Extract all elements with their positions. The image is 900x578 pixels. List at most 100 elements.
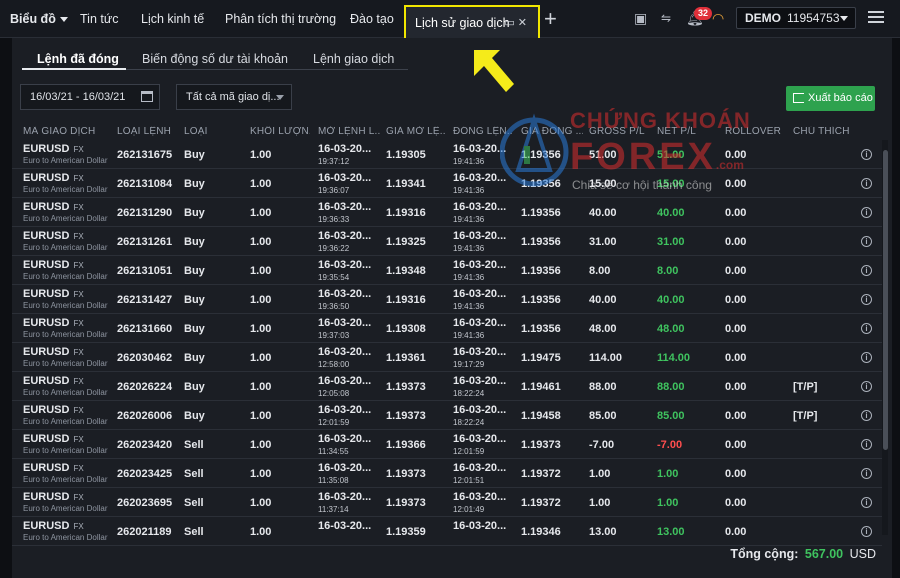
- volume-cell: 1.00: [250, 149, 272, 161]
- open-date-cell: 16-03-20...: [318, 375, 372, 387]
- open-time-cell: 19:36:07: [318, 186, 350, 195]
- col-volume[interactable]: KHỐI LƯỢN...: [250, 126, 310, 137]
- col-symbol[interactable]: MÃ GIAO DỊCH: [23, 126, 96, 137]
- volume-cell: 1.00: [250, 294, 272, 306]
- close-date-cell: 16-03-20...: [453, 346, 507, 358]
- order-id-cell: 262131290: [117, 207, 173, 219]
- info-icon[interactable]: i: [861, 526, 872, 537]
- order-type-cell: Buy: [184, 265, 205, 277]
- info-icon[interactable]: i: [861, 236, 872, 247]
- table-row[interactable]: EURUSD FX Euro to American Dollar 16-03-20.…: [12, 459, 882, 488]
- scrollbar-thumb[interactable]: [883, 150, 888, 450]
- table-row[interactable]: EURUSD FX Euro to American Dollar 16-03-20.…: [12, 140, 882, 169]
- order-type-cell: Sell: [184, 468, 204, 480]
- table-row[interactable]: EURUSD FX Euro to American Dollar 16-03-20.…: [12, 314, 882, 343]
- nav-news[interactable]: Tin tức: [80, 12, 119, 26]
- open-price-cell: 1.19305: [386, 149, 426, 161]
- close-date-cell: 16-03-20...: [453, 259, 507, 271]
- symbol-filter-select[interactable]: Tất cả mã giao dị...: [176, 84, 292, 110]
- trade-history-panel: Lệnh đã đóng Biến động số dư tài khoản L…: [12, 38, 892, 578]
- info-icon[interactable]: i: [861, 178, 872, 189]
- nav-economic-calendar[interactable]: Lịch kinh tế: [141, 12, 205, 26]
- tab-trade-history-label: Lịch sử giao dịch: [415, 16, 510, 30]
- nav-education[interactable]: Đào tạo: [350, 12, 394, 26]
- add-tab-button[interactable]: +: [544, 6, 557, 32]
- symbol-name-cell: Euro to American Dollar: [23, 330, 108, 339]
- table-row[interactable]: EURUSD FX Euro to American Dollar 16-03-20.…: [12, 517, 882, 546]
- open-price-cell: 1.19325: [386, 236, 426, 248]
- order-id-cell: 262026006: [117, 410, 173, 422]
- col-order-id[interactable]: LOẠI LỆNH: [117, 126, 172, 137]
- close-price-cell: 1.19356: [521, 294, 561, 306]
- close-icon[interactable]: ✕: [517, 17, 530, 29]
- transfer-icon[interactable]: ⇋: [661, 11, 672, 25]
- info-icon[interactable]: i: [861, 468, 872, 479]
- close-date-cell: 16-03-20...: [453, 433, 507, 445]
- order-id-cell: 262131427: [117, 294, 173, 306]
- nav-market-analysis[interactable]: Phân tích thị trường: [225, 12, 337, 26]
- table-row[interactable]: EURUSD FX Euro to American Dollar 16-03-20.…: [12, 169, 882, 198]
- net-pl-cell: 13.00: [657, 526, 685, 538]
- info-icon[interactable]: i: [861, 323, 872, 334]
- subtab-trade-orders[interactable]: Lệnh giao dịch: [313, 52, 395, 66]
- info-icon[interactable]: i: [861, 381, 872, 392]
- volume-cell: 1.00: [250, 497, 272, 509]
- hamburger-menu-icon[interactable]: [868, 11, 884, 26]
- col-rollover[interactable]: ROLLOVER: [725, 126, 782, 137]
- net-pl-cell: 31.00: [657, 236, 685, 248]
- subtab-balance-changes[interactable]: Biến động số dư tài khoản: [142, 52, 288, 66]
- info-icon[interactable]: i: [861, 352, 872, 363]
- info-icon[interactable]: i: [861, 265, 872, 276]
- col-open-time[interactable]: MỞ LỆNH L...: [318, 126, 380, 137]
- col-gross-pl[interactable]: GROSS P/L: [589, 126, 645, 137]
- info-icon[interactable]: i: [861, 207, 872, 218]
- info-icon[interactable]: i: [861, 294, 872, 305]
- open-date-cell: 16-03-20...: [318, 172, 372, 184]
- table-row[interactable]: EURUSD FX Euro to American Dollar 16-03-20.…: [12, 488, 882, 517]
- table-row[interactable]: EURUSD FX Euro to American Dollar 16-03-20.…: [12, 401, 882, 430]
- table-row[interactable]: EURUSD FX Euro to American Dollar 16-03-20.…: [12, 227, 882, 256]
- col-note[interactable]: CHÚ THÍCH: [793, 126, 850, 137]
- table-row[interactable]: EURUSD FX Euro to American Dollar 16-03-20.…: [12, 256, 882, 285]
- volume-cell: 1.00: [250, 410, 272, 422]
- table-row[interactable]: EURUSD FX Euro to American Dollar 16-03-20.…: [12, 343, 882, 372]
- close-time-cell: 19:41:36: [453, 302, 485, 311]
- order-id-cell: 262131660: [117, 323, 173, 335]
- table-row[interactable]: EURUSD FX Euro to American Dollar 16-03-20.…: [12, 285, 882, 314]
- table-row[interactable]: EURUSD FX Euro to American Dollar 16-03-20.…: [12, 198, 882, 227]
- volume-cell: 1.00: [250, 207, 272, 219]
- table-row[interactable]: EURUSD FX Euro to American Dollar 16-03-20.…: [12, 372, 882, 401]
- open-time-cell: 11:34:55: [318, 447, 349, 456]
- open-time-cell: 12:01:59: [318, 418, 350, 427]
- open-date-cell: 16-03-20...: [318, 201, 372, 213]
- layout-icon[interactable]: ▣: [634, 10, 648, 26]
- col-close-time[interactable]: ĐÓNG LỆN...: [453, 126, 513, 137]
- info-icon[interactable]: i: [861, 149, 872, 160]
- table-row[interactable]: EURUSD FX Euro to American Dollar 16-03-20.…: [12, 430, 882, 459]
- col-close-price[interactable]: GIÁ ĐÓNG ...: [521, 126, 583, 137]
- info-icon[interactable]: i: [861, 439, 872, 450]
- export-report-button[interactable]: Xuất báo cáo: [786, 86, 875, 111]
- open-time-cell: 19:37:03: [318, 331, 350, 340]
- col-open-price[interactable]: GIÁ MỞ LỆ...: [386, 126, 446, 137]
- nav-chart-dropdown[interactable]: Biểu đồ: [10, 0, 68, 38]
- close-price-cell: 1.19356: [521, 265, 561, 277]
- open-time-cell: 11:35:08: [318, 476, 349, 485]
- date-range-picker[interactable]: 16/03/21 - 16/03/21: [20, 84, 160, 110]
- open-price-cell: 1.19348: [386, 265, 426, 277]
- order-type-cell: Buy: [184, 381, 205, 393]
- net-pl-cell: 40.00: [657, 207, 685, 219]
- tab-trade-history[interactable]: Lịch sử giao dịch ▭✕: [404, 5, 540, 42]
- account-selector[interactable]: DEMO 11954753: [736, 7, 856, 29]
- info-icon[interactable]: i: [861, 410, 872, 421]
- col-type[interactable]: LOẠI: [184, 126, 208, 137]
- symbol-cell: EURUSD FX: [23, 288, 84, 300]
- account-number: 11954753: [787, 11, 840, 25]
- subtab-closed-orders[interactable]: Lệnh đã đóng: [37, 52, 119, 66]
- maximize-icon[interactable]: ▭: [504, 17, 518, 29]
- gross-pl-cell: 85.00: [589, 410, 617, 422]
- open-price-cell: 1.19361: [386, 352, 426, 364]
- order-id-cell: 262023695: [117, 497, 173, 509]
- col-net-pl[interactable]: NET P/L: [657, 126, 697, 137]
- info-icon[interactable]: i: [861, 497, 872, 508]
